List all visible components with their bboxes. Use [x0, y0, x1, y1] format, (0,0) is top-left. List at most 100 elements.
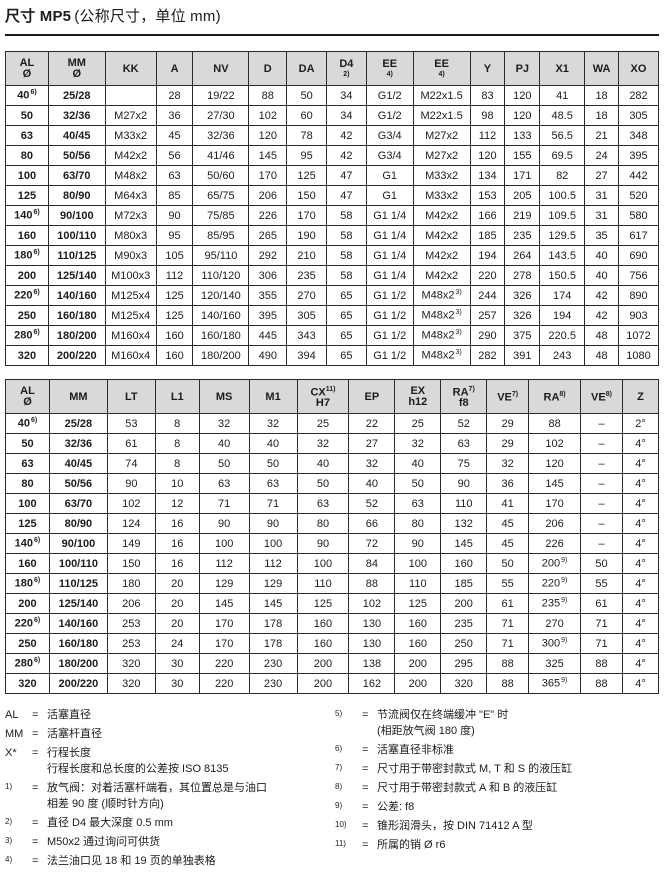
- table-cell: M48x23): [412, 325, 471, 346]
- table-cell: 180: [106, 573, 156, 594]
- table-cell: 305: [286, 305, 327, 326]
- footnote-text: 直径 D4 最大深度 0.5 mm: [47, 817, 173, 829]
- table-cell: 27: [348, 433, 396, 454]
- footnote-item: 6) = 活塞直径非标准: [335, 742, 659, 758]
- table-cell: 25/28: [48, 413, 108, 434]
- table-row: 2206) 140/160 M125x4 125 120/140 355 270 65 G1 1…: [5, 285, 659, 306]
- table-cell: 125/140: [47, 265, 106, 286]
- table-cell: 375: [504, 325, 541, 346]
- column-header: Z: [621, 379, 660, 414]
- table-cell: 4°: [621, 473, 660, 494]
- table-cell: 226: [248, 205, 288, 226]
- table-cell: 3659): [528, 673, 582, 694]
- table-cell: 194: [539, 305, 586, 326]
- table-cell: 24: [154, 633, 200, 654]
- equals-sign: =: [32, 782, 39, 794]
- table-cell: –: [580, 453, 623, 474]
- table-cell: 171: [504, 165, 541, 186]
- table-cell: 40: [296, 453, 350, 474]
- column-header: EX h12: [394, 379, 442, 414]
- footnote-term: 10): [335, 820, 347, 829]
- table-cell: 756: [618, 265, 659, 286]
- table-row: 63 40/45 74 8 50 50 40 32 40 75 32 120–4°: [5, 453, 660, 474]
- table-cell: 50: [248, 453, 298, 474]
- table-cell: 200: [394, 653, 442, 674]
- table-cell: G1 1/2: [365, 305, 414, 326]
- table-cell: 4°: [621, 493, 660, 514]
- table-cell: 40: [348, 473, 396, 494]
- table-cell: 1080: [618, 345, 659, 366]
- table-cell: 1806): [5, 573, 50, 594]
- footnote-text: 放气阀：对着活塞杆端看，其位置总是与油口 相差 90 度 (顺时针方向): [47, 782, 267, 810]
- table-cell: 75: [440, 453, 488, 474]
- table-cell: 253: [106, 613, 156, 634]
- table-cell: 32: [348, 453, 396, 474]
- table-cell: 326: [504, 305, 541, 326]
- table-cell: 8: [154, 433, 200, 454]
- column-header: MS: [198, 379, 250, 414]
- table-cell: 305: [618, 105, 659, 126]
- table-cell: 138: [348, 653, 396, 674]
- footnote-item: 10) = 锥形润滑头，按 DIN 71412 A 型: [335, 818, 659, 834]
- table-cell: 102: [348, 593, 396, 614]
- table-cell: –: [580, 533, 623, 554]
- table-cell: M33x2: [104, 125, 157, 146]
- footnote-term: 6): [335, 744, 343, 753]
- table-cell: 75/85: [192, 205, 250, 226]
- table-cell: 100: [5, 165, 49, 186]
- table-cell: M27x2: [104, 105, 157, 126]
- footnotes: AL = 活塞直径 MM = 活塞杆直径 X* = 行程长度 行程长度和总长度的公差按 ISO 8…: [5, 707, 659, 872]
- table-cell: 2206): [5, 613, 50, 634]
- table-cell: 140/160: [48, 613, 108, 634]
- table-cell: 48: [584, 325, 619, 346]
- table-cell: 71: [486, 633, 530, 654]
- table-cell: 200: [296, 673, 350, 694]
- footnote-text: 锥形润滑头，按 DIN 71412 A 型: [377, 820, 533, 832]
- table-row: 1806) 110/125 180 20 129 129 110 88 110 185 55 2209…: [5, 573, 660, 594]
- table-cell: 220: [198, 673, 250, 694]
- table-cell: 355: [248, 285, 288, 306]
- table-cell: 395: [618, 145, 659, 166]
- table-cell: 129.5: [539, 225, 586, 246]
- equals-sign: =: [362, 782, 369, 794]
- table-cell: 42: [584, 305, 619, 326]
- equals-sign: =: [32, 709, 39, 721]
- table-cell: 40: [584, 265, 619, 286]
- table-cell: 55: [580, 573, 623, 594]
- table-cell: [104, 85, 157, 106]
- table-cell: 29: [486, 413, 530, 434]
- table-cell: 78: [286, 125, 327, 146]
- table-row: 50 32/36 61 8 40 40 32 27 32 63 29 102–4°: [5, 433, 660, 454]
- table-cell: 160: [155, 325, 194, 346]
- table-cell: 220: [198, 653, 250, 674]
- column-header: WA: [584, 51, 619, 86]
- table-cell: 320: [440, 673, 488, 694]
- title-main: 尺寸 MP5: [5, 8, 72, 25]
- table-cell: M48x23): [412, 345, 471, 366]
- table-cell: 162: [348, 673, 396, 694]
- table-cell: 58: [326, 225, 367, 246]
- table-row: 80 50/56 M42x2 56 41/46 145 95 42 G3/4 M27x2 120 15…: [5, 145, 659, 166]
- table-cell: 71: [486, 613, 530, 634]
- table-cell: 50: [296, 473, 350, 494]
- table-cell: 210: [286, 245, 327, 266]
- table-cell: 71: [198, 493, 250, 514]
- table-cell: 903: [618, 305, 659, 326]
- table-cell: 580: [618, 205, 659, 226]
- table-cell: 206: [528, 513, 582, 534]
- column-header: M1: [248, 379, 298, 414]
- table-cell: 617: [618, 225, 659, 246]
- table-cell: 80: [5, 473, 50, 494]
- table-cell: 394: [286, 345, 327, 366]
- column-header: AL Ø: [5, 379, 50, 414]
- column-header: DA: [286, 51, 327, 86]
- footnote-text: 法兰油口见 18 和 19 页的单独表格: [47, 855, 216, 867]
- table-cell: 95: [286, 145, 327, 166]
- table-cell: 65: [326, 285, 367, 306]
- footnote-text: 行程长度 行程长度和总长度的公差按 ISO 8135: [47, 747, 229, 775]
- table-cell: 145: [248, 593, 298, 614]
- table-cell: M64x3: [104, 185, 157, 206]
- table-cell: 180/200: [48, 653, 108, 674]
- table-cell: 149: [106, 533, 156, 554]
- table-row: 125 80/90 M64x3 85 65/75 206 150 47 G1 M33x2 153 20…: [5, 185, 659, 206]
